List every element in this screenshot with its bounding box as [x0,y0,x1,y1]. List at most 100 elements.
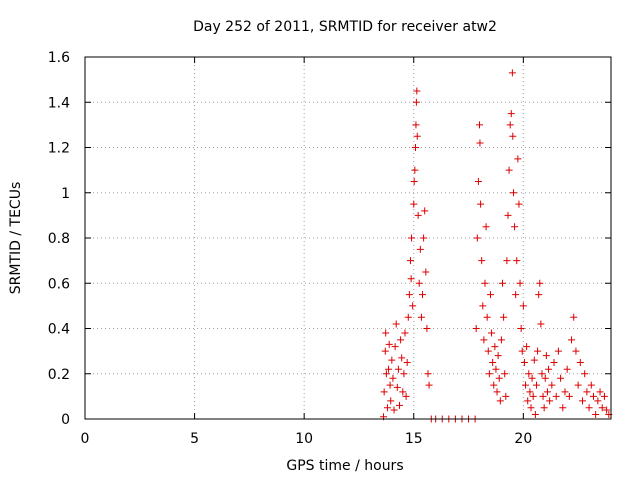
data-point [511,223,519,231]
data-point [563,365,571,373]
data-point [493,388,501,396]
data-point [519,302,527,310]
data-point [398,354,406,362]
data-point [472,325,480,332]
data-point [507,110,515,118]
data-point [415,279,423,287]
data-point [557,374,565,382]
data-point [422,268,430,276]
data-point [538,370,546,378]
data-point [543,388,551,396]
data-point [514,155,522,163]
data-point [550,358,558,366]
data-point [572,347,580,355]
data-point [383,404,391,412]
data-point [405,291,413,299]
data-point [381,347,389,355]
data-point [587,381,595,389]
data-point [500,313,508,321]
data-point [512,291,520,299]
data-point [489,358,497,366]
data-point [392,320,400,328]
data-point [594,397,602,405]
data-point [589,392,597,400]
data-point [474,177,482,185]
data-point [528,374,536,382]
data-point [482,223,490,231]
data-point [503,257,511,265]
data-point [410,177,418,185]
data-point [554,347,562,355]
data-point [397,336,405,344]
data-point [559,404,567,412]
data-point [576,358,584,366]
data-point [481,279,489,287]
data-point [396,401,404,409]
data-point [518,347,526,355]
data-point [585,404,593,412]
data-point [476,139,484,147]
data-point [400,370,408,378]
y-tick-label: 0.4 [48,322,70,338]
data-point [479,302,487,310]
y-tick-label: 0.2 [48,367,70,383]
data-point [497,336,505,344]
data-point [480,336,488,344]
data-point [483,313,491,321]
data-point [508,69,516,77]
data-point [404,313,412,321]
data-point [390,406,398,414]
y-axis-label: SRMTID / TECUs [8,182,24,295]
data-point [517,325,525,332]
data-point [477,200,485,208]
data-point [529,392,537,400]
data-point [401,329,409,337]
y-tick-label: 0.6 [48,276,70,292]
data-point [581,370,589,378]
y-tick-label: 1 [61,186,70,202]
data-point [499,279,507,287]
data-point [386,381,394,389]
data-point [380,388,388,396]
data-point [382,370,390,378]
x-tick-label: 0 [81,431,90,447]
x-axis-label: GPS time / hours [286,458,403,474]
data-point [540,404,548,412]
data-point [568,336,576,344]
data-point [423,325,431,332]
grid-lines [85,57,611,419]
data-point [402,392,410,400]
data-point [391,343,399,351]
data-point [598,404,606,412]
data-point [596,388,604,396]
data-point [399,388,407,396]
x-tick-label: 20 [514,431,532,447]
x-tick-label: 15 [405,431,423,447]
data-point [502,392,510,400]
chart-title: Day 252 of 2011, SRMTID for receiver atw… [193,19,497,35]
data-point [492,365,500,373]
data-point [412,144,420,151]
data-point [476,121,483,129]
data-point [490,381,498,389]
plot-frame [84,56,612,420]
data-point [412,121,420,129]
data-point [403,358,411,366]
data-point [417,313,425,321]
data-point [387,397,395,405]
data-point [410,200,418,208]
data-point [520,358,528,366]
data-point [406,257,414,265]
y-tick-label: 1.6 [48,50,70,66]
data-point [525,370,533,378]
y-tick-label: 0 [61,412,70,428]
data-point [486,291,494,299]
data-point [509,189,517,197]
data-point [385,340,393,348]
data-point [531,410,539,418]
data-point [600,392,608,400]
data-point [424,370,432,378]
data-point [530,356,538,364]
data-point [603,406,611,414]
